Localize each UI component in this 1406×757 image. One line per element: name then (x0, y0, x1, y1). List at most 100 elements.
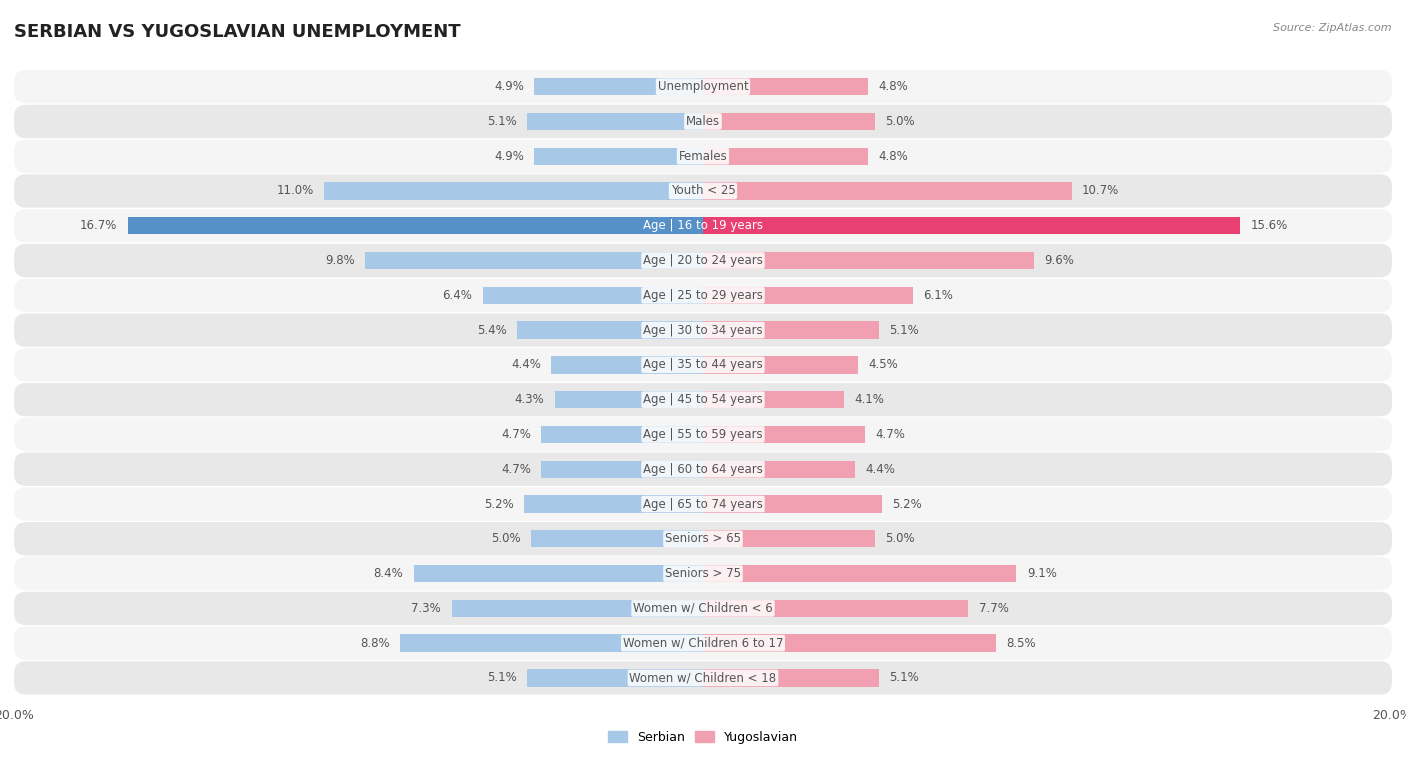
FancyBboxPatch shape (14, 557, 1392, 590)
Text: 5.2%: 5.2% (484, 497, 513, 510)
Text: 6.4%: 6.4% (443, 289, 472, 302)
Bar (703, 322, 879, 339)
Bar (703, 425, 865, 443)
Text: 5.4%: 5.4% (477, 323, 506, 337)
Bar (703, 148, 869, 165)
Bar (517, 322, 703, 339)
Bar (524, 495, 703, 512)
Text: 4.7%: 4.7% (501, 463, 531, 475)
FancyBboxPatch shape (14, 209, 1392, 242)
Text: 4.8%: 4.8% (879, 80, 908, 93)
FancyBboxPatch shape (14, 383, 1392, 416)
Text: Age | 16 to 19 years: Age | 16 to 19 years (643, 220, 763, 232)
FancyBboxPatch shape (14, 313, 1392, 347)
Text: Males: Males (686, 115, 720, 128)
Text: SERBIAN VS YUGOSLAVIAN UNEMPLOYMENT: SERBIAN VS YUGOSLAVIAN UNEMPLOYMENT (14, 23, 461, 41)
FancyBboxPatch shape (14, 453, 1392, 486)
Text: 4.3%: 4.3% (515, 393, 544, 407)
Bar (534, 78, 703, 95)
Text: 9.1%: 9.1% (1026, 567, 1057, 580)
Text: 6.1%: 6.1% (924, 289, 953, 302)
Text: 4.9%: 4.9% (494, 80, 524, 93)
Text: Seniors > 65: Seniors > 65 (665, 532, 741, 545)
Bar (527, 669, 703, 687)
Text: 16.7%: 16.7% (80, 220, 117, 232)
Bar (703, 78, 869, 95)
FancyBboxPatch shape (14, 279, 1392, 312)
Bar (527, 113, 703, 130)
Text: 8.8%: 8.8% (360, 637, 389, 650)
Text: Women w/ Children < 6: Women w/ Children < 6 (633, 602, 773, 615)
Text: 4.5%: 4.5% (869, 358, 898, 372)
Text: 4.7%: 4.7% (501, 428, 531, 441)
FancyBboxPatch shape (14, 522, 1392, 556)
Text: 5.1%: 5.1% (488, 115, 517, 128)
Text: Age | 30 to 34 years: Age | 30 to 34 years (643, 323, 763, 337)
Text: 7.3%: 7.3% (412, 602, 441, 615)
FancyBboxPatch shape (14, 488, 1392, 521)
FancyBboxPatch shape (14, 244, 1392, 277)
Bar (703, 495, 882, 512)
Text: Source: ZipAtlas.com: Source: ZipAtlas.com (1274, 23, 1392, 33)
Bar (399, 634, 703, 652)
Text: 5.1%: 5.1% (488, 671, 517, 684)
Text: 5.0%: 5.0% (886, 115, 915, 128)
Text: Youth < 25: Youth < 25 (671, 185, 735, 198)
Bar (703, 252, 1033, 269)
Text: 9.8%: 9.8% (325, 254, 356, 267)
Bar (413, 565, 703, 582)
Bar (482, 287, 703, 304)
Bar (703, 565, 1017, 582)
Bar (366, 252, 703, 269)
Text: 5.1%: 5.1% (889, 323, 918, 337)
FancyBboxPatch shape (14, 70, 1392, 104)
Text: Age | 60 to 64 years: Age | 60 to 64 years (643, 463, 763, 475)
Text: Age | 65 to 74 years: Age | 65 to 74 years (643, 497, 763, 510)
Text: Age | 55 to 59 years: Age | 55 to 59 years (643, 428, 763, 441)
Text: Seniors > 75: Seniors > 75 (665, 567, 741, 580)
Text: Women w/ Children < 18: Women w/ Children < 18 (630, 671, 776, 684)
Text: 8.5%: 8.5% (1007, 637, 1036, 650)
Bar (703, 634, 995, 652)
Text: Women w/ Children 6 to 17: Women w/ Children 6 to 17 (623, 637, 783, 650)
Text: Age | 35 to 44 years: Age | 35 to 44 years (643, 358, 763, 372)
Text: 9.6%: 9.6% (1045, 254, 1074, 267)
Text: 4.4%: 4.4% (512, 358, 541, 372)
Bar (703, 182, 1071, 200)
Text: Females: Females (679, 150, 727, 163)
Text: 15.6%: 15.6% (1251, 220, 1288, 232)
FancyBboxPatch shape (14, 592, 1392, 625)
Bar (541, 460, 703, 478)
FancyBboxPatch shape (14, 104, 1392, 138)
Bar (451, 600, 703, 617)
Text: 5.0%: 5.0% (491, 532, 520, 545)
Bar (551, 357, 703, 374)
Text: Age | 25 to 29 years: Age | 25 to 29 years (643, 289, 763, 302)
Bar (323, 182, 703, 200)
Bar (555, 391, 703, 408)
Bar (703, 600, 969, 617)
Text: 4.7%: 4.7% (875, 428, 905, 441)
Bar (703, 113, 875, 130)
Bar (703, 530, 875, 547)
Bar (531, 530, 703, 547)
Bar (703, 669, 879, 687)
Text: 4.4%: 4.4% (865, 463, 894, 475)
Text: 4.8%: 4.8% (879, 150, 908, 163)
Bar (703, 391, 844, 408)
Text: 11.0%: 11.0% (277, 185, 314, 198)
Text: 8.4%: 8.4% (374, 567, 404, 580)
Bar (703, 287, 912, 304)
FancyBboxPatch shape (14, 139, 1392, 173)
Text: 5.2%: 5.2% (893, 497, 922, 510)
FancyBboxPatch shape (14, 627, 1392, 660)
Bar (534, 148, 703, 165)
Bar (703, 357, 858, 374)
Text: Unemployment: Unemployment (658, 80, 748, 93)
Bar (128, 217, 703, 235)
Bar (703, 460, 855, 478)
FancyBboxPatch shape (14, 174, 1392, 207)
FancyBboxPatch shape (14, 661, 1392, 695)
Legend: Serbian, Yugoslavian: Serbian, Yugoslavian (603, 726, 803, 749)
Bar (703, 217, 1240, 235)
